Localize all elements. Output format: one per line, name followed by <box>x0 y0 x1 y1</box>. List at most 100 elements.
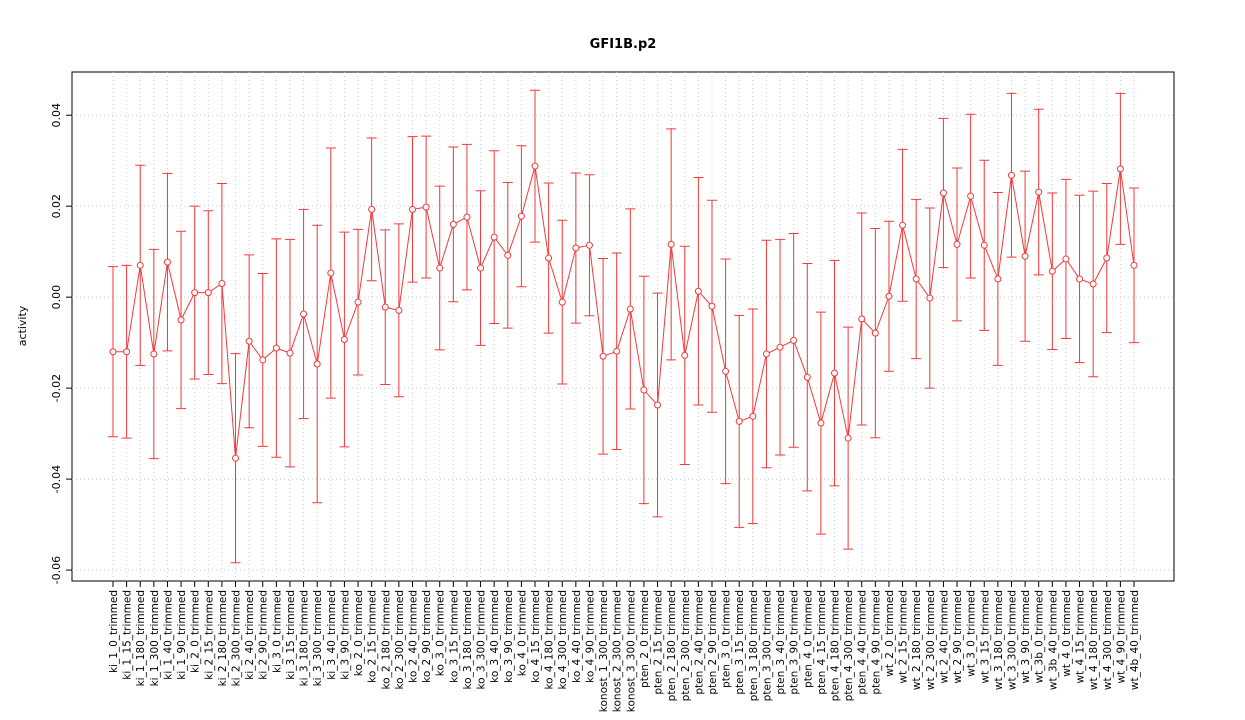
point <box>871 329 879 337</box>
point <box>531 162 539 170</box>
point <box>313 360 321 368</box>
x-tick-label: pten_4_15_trimmed <box>816 590 828 695</box>
point <box>1089 280 1097 288</box>
x-tick-label: ko_4_15_trimmed <box>530 590 542 683</box>
x-tick-label: wt_4_90_trimmed <box>1115 590 1127 683</box>
point <box>817 419 825 427</box>
point <box>1103 254 1111 262</box>
x-tick-label: ko_4_180_trimmed <box>544 590 556 690</box>
point <box>218 280 226 288</box>
x-tick-label: pten_3_40_trimmed <box>775 590 787 695</box>
y-tick-label: 0.02 <box>50 194 63 219</box>
point <box>545 254 553 262</box>
x-tick-label: ko_3_15_trimmed <box>448 590 460 683</box>
point <box>980 241 988 249</box>
x-tick-label: pten_2_180_trimmed <box>666 590 678 701</box>
point <box>286 349 294 357</box>
x-tick-label: wt_2_300_trimmed <box>925 590 937 690</box>
x-tick-label: ki_1_300_trimmed <box>149 590 161 686</box>
point <box>463 213 471 221</box>
y-tick-label: -0.04 <box>50 465 63 493</box>
series-line <box>113 166 1135 459</box>
x-tick-label: pten_3_90_trimmed <box>789 590 801 695</box>
point <box>354 298 362 306</box>
point <box>436 264 444 272</box>
x-tick-label: wt_3b_40_trimmed <box>1047 590 1059 690</box>
point <box>422 203 430 211</box>
point <box>232 454 240 462</box>
x-tick-label: ki_3_15_trimmed <box>285 590 297 680</box>
point <box>1021 252 1029 260</box>
x-tick-label: wt_4_300_trimmed <box>1102 590 1114 690</box>
point <box>831 369 839 377</box>
x-tick-label: ki_2_15_trimmed <box>203 590 215 680</box>
point <box>953 240 961 248</box>
x-tick-label: ki_1_40_trimmed <box>162 590 174 680</box>
x-tick-label: pten_4_300_trimmed <box>843 590 855 701</box>
point <box>749 412 757 420</box>
x-tick-label: pten_2_40_trimmed <box>693 590 705 695</box>
point <box>1048 267 1056 275</box>
x-tick-label: pten_2_0_trimmed <box>639 590 651 688</box>
x-tick-label: wt_3_15_trimmed <box>979 590 991 683</box>
x-tick-label: ko_2_0_trimmed <box>353 590 365 676</box>
x-tick-label: ki_1_15_trimmed <box>122 590 134 680</box>
point <box>163 258 171 266</box>
point <box>477 264 485 272</box>
point <box>150 350 158 358</box>
point <box>572 244 580 252</box>
point <box>803 373 811 381</box>
point <box>245 337 253 345</box>
x-tick-label: pten_3_180_trimmed <box>748 590 760 701</box>
x-tick-label: pten_2_300_trimmed <box>680 590 692 701</box>
point <box>558 298 566 306</box>
x-tick-label: ko_3_180_trimmed <box>462 590 474 690</box>
x-tick-label: ko_3_40_trimmed <box>489 590 501 683</box>
point <box>735 417 743 425</box>
point <box>708 302 716 310</box>
y-tick-label: -0.02 <box>50 374 63 402</box>
point <box>967 192 975 200</box>
x-tick-label: wt_3_90_trimmed <box>1020 590 1032 683</box>
x-tick-label: pten_3_300_trimmed <box>761 590 773 701</box>
point <box>395 306 403 314</box>
x-tick-label: pten_2_15_trimmed <box>653 590 665 695</box>
x-tick-label: ko_3_0_trimmed <box>435 590 447 676</box>
point <box>994 275 1002 283</box>
x-tick-label: ko_2_90_trimmed <box>421 590 433 683</box>
point <box>1130 261 1138 269</box>
x-tick-label: wt_3_300_trimmed <box>1006 590 1018 690</box>
point <box>844 434 852 442</box>
x-tick-label: konost_2_300_trimmed <box>612 590 624 712</box>
point <box>1035 188 1043 196</box>
x-tick-label: pten_2_90_trimmed <box>707 590 719 695</box>
y-tick-label: 0.00 <box>50 285 63 310</box>
x-tick-label: wt_3b_0_trimmed <box>1034 590 1046 683</box>
x-tick-label: wt_2_180_trimmed <box>911 590 923 690</box>
x-tick-label: ko_3_300_trimmed <box>476 590 488 690</box>
x-tick-label: pten_4_180_trimmed <box>830 590 842 701</box>
point <box>1116 165 1124 173</box>
point <box>885 292 893 300</box>
x-tick-label: wt_4_180_trimmed <box>1088 590 1100 690</box>
x-tick-label: wt_4_15_trimmed <box>1075 590 1087 683</box>
point <box>776 343 784 351</box>
x-tick-label: ki_3_300_trimmed <box>312 590 324 686</box>
point <box>177 316 185 324</box>
x-tick-label: ki_3_180_trimmed <box>299 590 311 686</box>
point <box>694 287 702 295</box>
point <box>368 205 376 213</box>
point <box>667 240 675 248</box>
point <box>381 303 389 311</box>
x-tick-label: pten_3_15_trimmed <box>734 590 746 695</box>
point <box>626 305 634 313</box>
point <box>327 269 335 277</box>
point <box>517 212 525 220</box>
point <box>926 294 934 302</box>
point <box>613 347 621 355</box>
point <box>136 261 144 269</box>
point <box>722 367 730 375</box>
point <box>408 205 416 213</box>
x-tick-label: ko_3_90_trimmed <box>503 590 515 683</box>
